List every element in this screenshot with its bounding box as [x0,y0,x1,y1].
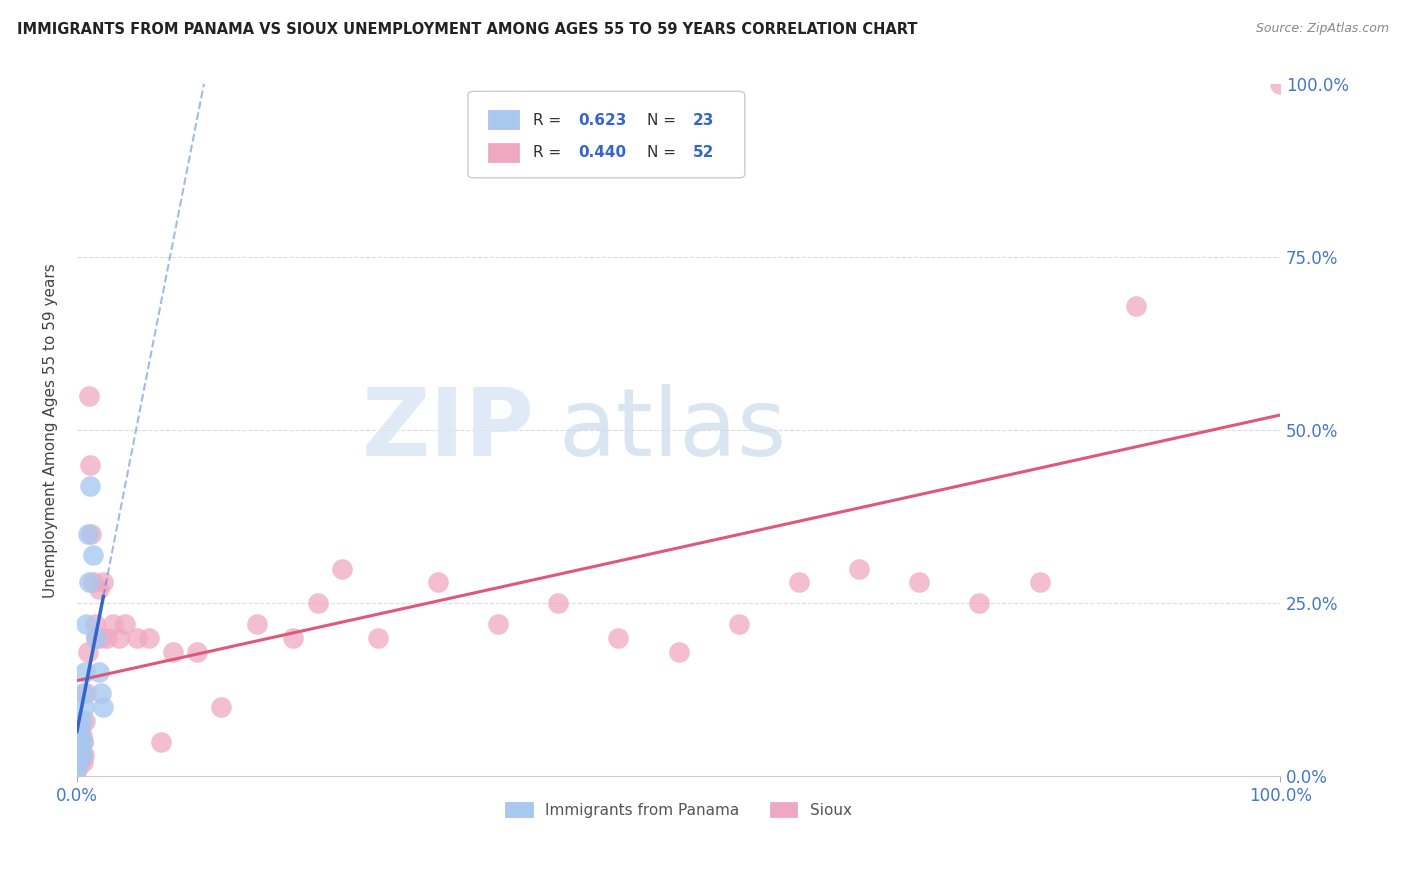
Y-axis label: Unemployment Among Ages 55 to 59 years: Unemployment Among Ages 55 to 59 years [44,263,58,598]
Point [84,631,107,645]
Point [76,527,98,541]
Text: ZIP: ZIP [361,384,534,476]
FancyBboxPatch shape [488,143,519,162]
Point [1125,299,1147,313]
Text: IMMIGRANTS FROM PANAMA VS SIOUX UNEMPLOYMENT AMONG AGES 55 TO 59 YEARS CORRELATI: IMMIGRANTS FROM PANAMA VS SIOUX UNEMPLOY… [17,22,917,37]
Point [76,617,98,632]
Point [67,734,90,748]
FancyBboxPatch shape [468,91,745,178]
Text: 0.440: 0.440 [579,145,627,161]
Point [70,728,93,742]
Point [1270,78,1292,92]
Point [1028,575,1050,590]
Point [67,741,90,756]
Point [84,617,107,632]
Point [75,714,97,728]
Point [150,734,173,748]
Point [70,714,93,728]
Point [367,631,389,645]
Point [209,700,232,714]
Point [73,748,96,763]
Point [69,741,91,756]
Text: 23: 23 [693,113,714,128]
Point [82,575,104,590]
Point [67,748,90,763]
Point [66,762,89,776]
Point [69,741,91,756]
Point [72,686,94,700]
Point [67,734,90,748]
Point [125,631,148,645]
Point [76,645,98,659]
Point [67,756,90,770]
Point [87,582,110,597]
Point [67,721,90,735]
Point [79,478,101,492]
Point [66,762,89,776]
Point [426,575,449,590]
Point [69,728,91,742]
Point [727,617,749,632]
FancyBboxPatch shape [488,111,519,129]
Point [848,562,870,576]
Text: N =: N = [647,145,681,161]
Point [70,748,93,763]
Point [75,665,97,680]
Point [79,458,101,472]
Point [77,575,100,590]
Point [77,389,100,403]
Point [67,748,90,763]
Point [668,645,690,659]
Point [186,645,208,659]
Point [607,631,630,645]
Point [114,617,136,632]
Point [547,596,569,610]
Text: R =: R = [533,145,567,161]
Point [70,748,93,763]
Point [246,617,269,632]
Point [93,575,115,590]
Point [108,631,131,645]
Point [69,756,91,770]
Point [87,665,110,680]
Point [67,741,90,756]
Point [73,700,96,714]
Point [908,575,931,590]
Point [486,617,509,632]
Text: Source: ZipAtlas.com: Source: ZipAtlas.com [1256,22,1389,36]
Point [80,527,103,541]
Point [72,734,94,748]
Point [101,617,124,632]
Text: R =: R = [533,113,567,128]
Text: 0.623: 0.623 [579,113,627,128]
Point [72,756,94,770]
Point [84,631,107,645]
Point [90,631,112,645]
Point [82,548,104,562]
Point [162,645,184,659]
Point [330,562,353,576]
Legend: Immigrants from Panama, Sioux: Immigrants from Panama, Sioux [499,796,858,824]
Point [67,756,90,770]
Point [76,686,98,700]
Point [787,575,810,590]
Point [72,734,94,748]
Point [307,596,329,610]
Point [969,596,991,610]
Point [138,631,160,645]
Point [96,631,118,645]
Text: 52: 52 [693,145,714,161]
Point [93,700,115,714]
Point [283,631,305,645]
Point [90,686,112,700]
Text: N =: N = [647,113,681,128]
Text: atlas: atlas [558,384,786,476]
